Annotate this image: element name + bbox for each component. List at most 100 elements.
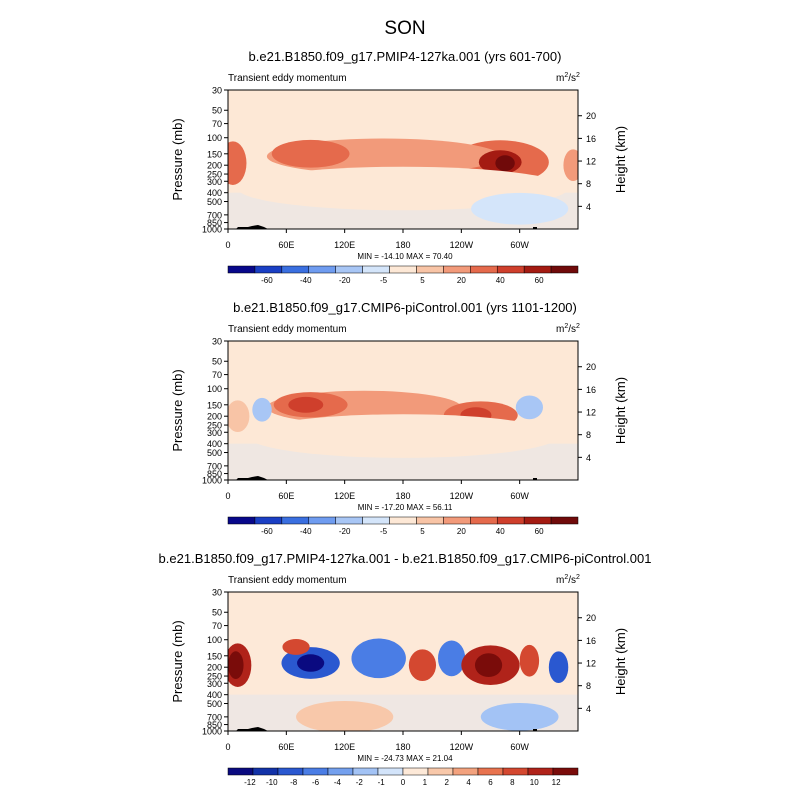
lon-tick-label: 60W bbox=[510, 491, 529, 501]
height-tick-label: 4 bbox=[586, 704, 591, 714]
contour-region bbox=[351, 638, 406, 679]
lon-tick-label: 0 bbox=[225, 491, 230, 501]
height-tick-label: 20 bbox=[586, 613, 596, 623]
colorbar-cell bbox=[327, 767, 354, 776]
height-tick-label: 8 bbox=[586, 179, 591, 189]
colorbar-cell bbox=[389, 265, 417, 274]
colorbar-cell bbox=[362, 516, 390, 525]
colorbar-label: 20 bbox=[457, 527, 466, 536]
contour-region bbox=[252, 397, 272, 422]
height-tick-label: 12 bbox=[586, 157, 596, 167]
min-max-label: MIN = -14.10 MAX = 70.40 bbox=[357, 252, 453, 261]
panel-2: b.e21.B1850.f09_g17.CMIP6-piControl.001 … bbox=[170, 300, 628, 536]
topography-asia bbox=[236, 727, 268, 731]
height-tick-label: 4 bbox=[586, 453, 591, 463]
height-tick-label: 20 bbox=[586, 362, 596, 372]
units-label: m2/s2 bbox=[556, 72, 580, 84]
colorbar-label: -20 bbox=[339, 276, 351, 285]
pressure-tick-label: 400 bbox=[207, 690, 222, 700]
panel-title: b.e21.B1850.f09_g17.PMIP4-127ka.001 (yrs… bbox=[249, 49, 562, 64]
colorbar-label: 40 bbox=[496, 276, 505, 285]
contour-field bbox=[228, 90, 578, 229]
colorbar-cell bbox=[527, 767, 554, 776]
colorbar-cell bbox=[308, 516, 336, 525]
colorbar-label: -10 bbox=[266, 778, 278, 787]
contour-region bbox=[519, 644, 540, 677]
pressure-tick-label: 400 bbox=[207, 188, 222, 198]
y-axis-right-label: Height (km) bbox=[613, 126, 628, 193]
height-tick-label: 4 bbox=[586, 202, 591, 212]
colorbar-cell bbox=[470, 516, 498, 525]
colorbar-label: -5 bbox=[380, 276, 388, 285]
y-axis-label: Pressure (mb) bbox=[170, 118, 185, 200]
colorbar-cell bbox=[550, 265, 579, 274]
colorbar-cell bbox=[550, 516, 579, 525]
colorbar-cell bbox=[416, 516, 444, 525]
pressure-tick-label: 30 bbox=[212, 86, 222, 96]
colorbar-cell bbox=[523, 516, 552, 525]
colorbar-cell bbox=[227, 516, 256, 525]
contour-region bbox=[271, 139, 350, 168]
pressure-tick-label: 150 bbox=[207, 149, 222, 159]
panel-title: b.e21.B1850.f09_g17.PMIP4-127ka.001 - b.… bbox=[159, 551, 652, 566]
colorbar-cell bbox=[252, 767, 279, 776]
pressure-tick-label: 150 bbox=[207, 400, 222, 410]
pressure-tick-label: 70 bbox=[212, 621, 222, 631]
colorbar-label: -12 bbox=[244, 778, 256, 787]
lon-tick-label: 60E bbox=[278, 240, 294, 250]
height-tick-label: 16 bbox=[586, 636, 596, 646]
lon-tick-label: 180 bbox=[395, 742, 410, 752]
min-max-label: MIN = -17.20 MAX = 56.11 bbox=[358, 503, 453, 512]
pressure-tick-label: 850 bbox=[207, 469, 222, 479]
colorbar-cell bbox=[502, 767, 529, 776]
colorbar-cell bbox=[427, 767, 454, 776]
pressure-tick-label: 300 bbox=[207, 428, 222, 438]
colorbar-cell bbox=[496, 265, 525, 274]
colorbar-label: -20 bbox=[339, 527, 351, 536]
pressure-tick-label: 500 bbox=[207, 448, 222, 458]
contour-region bbox=[471, 192, 569, 225]
height-tick-label: 12 bbox=[586, 659, 596, 669]
colorbar-cell bbox=[281, 265, 310, 274]
colorbar-cell bbox=[443, 516, 471, 525]
pressure-tick-label: 1000 bbox=[202, 476, 222, 486]
contour-field bbox=[228, 592, 578, 731]
colorbar-label: -5 bbox=[380, 527, 388, 536]
colorbar-cell bbox=[496, 516, 525, 525]
colorbar-cell bbox=[227, 767, 254, 776]
colorbar-label: 2 bbox=[445, 778, 450, 787]
lon-tick-label: 0 bbox=[225, 240, 230, 250]
pressure-tick-label: 70 bbox=[212, 119, 222, 129]
contour-region bbox=[515, 395, 544, 420]
figure-title: SON bbox=[384, 18, 425, 39]
colorbar-label: 10 bbox=[530, 778, 539, 787]
pressure-tick-label: 850 bbox=[207, 218, 222, 228]
height-tick-label: 8 bbox=[586, 430, 591, 440]
lon-tick-label: 120W bbox=[450, 491, 474, 501]
colorbar-label: 1 bbox=[423, 778, 428, 787]
colorbar-label: -40 bbox=[300, 276, 312, 285]
pressure-tick-label: 100 bbox=[207, 635, 222, 645]
pressure-tick-label: 200 bbox=[207, 161, 222, 171]
contour-region bbox=[228, 141, 247, 185]
colorbar-label: 12 bbox=[552, 778, 561, 787]
pressure-tick-label: 700 bbox=[207, 461, 222, 471]
pressure-tick-label: 100 bbox=[207, 133, 222, 143]
colorbar-cell bbox=[227, 265, 256, 274]
contour-region bbox=[408, 649, 437, 682]
contour-region bbox=[296, 701, 394, 731]
panel-1: b.e21.B1850.f09_g17.PMIP4-127ka.001 (yrs… bbox=[170, 49, 628, 285]
panel-variable-label: Transient eddy momentum bbox=[228, 73, 347, 84]
colorbar-label: 0 bbox=[401, 778, 406, 787]
colorbar-label: -2 bbox=[356, 778, 364, 787]
colorbar-label: -60 bbox=[261, 276, 273, 285]
contour-region bbox=[474, 653, 503, 678]
colorbar-cell bbox=[281, 516, 310, 525]
contour-region bbox=[282, 639, 310, 655]
y-axis-right-label: Height (km) bbox=[613, 628, 628, 695]
height-tick-label: 20 bbox=[586, 111, 596, 121]
colorbar-cell bbox=[308, 265, 336, 274]
lon-tick-label: 60W bbox=[510, 240, 529, 250]
colorbar-label: 20 bbox=[457, 276, 466, 285]
height-tick-label: 16 bbox=[586, 385, 596, 395]
